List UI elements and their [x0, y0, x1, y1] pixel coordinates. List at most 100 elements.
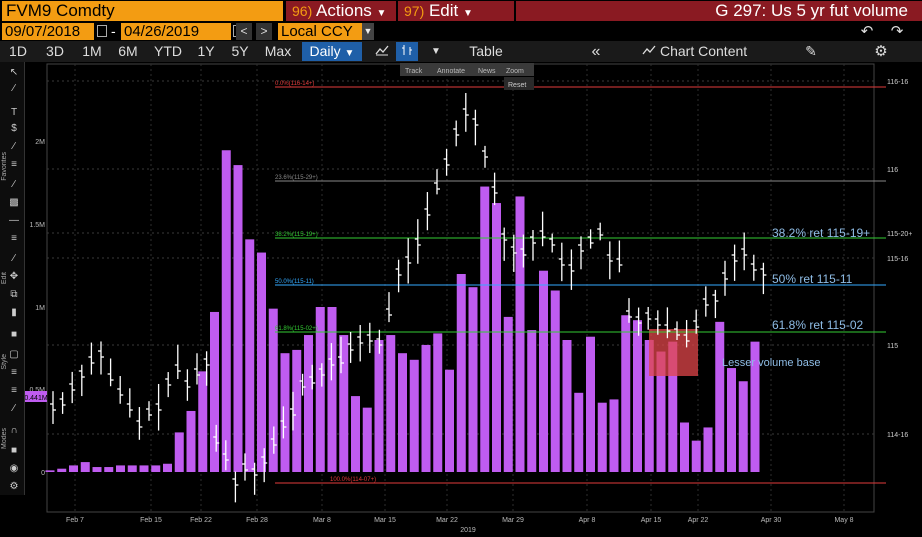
volume-bars	[45, 150, 760, 473]
pencil-icon[interactable]: ∕	[13, 253, 15, 264]
volume-bar	[163, 463, 172, 472]
x-axis-tick: Feb 15	[140, 517, 162, 524]
lock-icon[interactable]: ■	[10, 445, 18, 456]
gear-icon[interactable]: ⚙	[874, 43, 888, 60]
volume-bar	[327, 307, 337, 472]
volume-bar	[409, 359, 419, 472]
eraser-icon[interactable]: ▩	[9, 197, 19, 208]
gear-icon[interactable]: ⚙	[9, 481, 19, 492]
mini-track[interactable]: Track	[405, 68, 423, 75]
dollar-icon[interactable]: $	[11, 123, 17, 134]
annotation-50: 50% ret 115-11	[772, 272, 853, 286]
volume-bar	[480, 186, 490, 473]
mini-zoom[interactable]: Zoom	[506, 68, 524, 75]
sidebar-label-modes: Modes	[1, 428, 8, 450]
brush-style-icon[interactable]: ∕	[13, 403, 15, 414]
volume-bar	[574, 392, 584, 472]
prev-arrow-icon[interactable]: <	[236, 23, 252, 40]
x-axis-tick: Feb 7	[66, 517, 84, 524]
brush-icon[interactable]: ∕	[13, 179, 15, 190]
period-1m[interactable]: 1M	[82, 43, 102, 59]
fill-icon[interactable]: ▢	[9, 349, 19, 360]
page-title: G 297: Us 5 yr fut volume	[516, 1, 922, 21]
undo-icon[interactable]: ↶	[860, 23, 874, 40]
volume-bar	[421, 344, 431, 472]
ticker-field[interactable]: FVM9 Comdty	[2, 1, 283, 21]
copy-icon[interactable]: ⧉	[10, 289, 18, 300]
ohlc-chart-icon[interactable]	[396, 42, 418, 61]
volume-bar	[351, 396, 360, 472]
trash-icon[interactable]: ▮	[11, 307, 17, 318]
x-axis-tick: Feb 28	[246, 517, 268, 524]
period-max[interactable]: Max	[264, 43, 292, 59]
volume-bar	[174, 432, 184, 472]
color-icon[interactable]: ■	[10, 329, 18, 340]
table-button[interactable]: Table	[469, 43, 503, 59]
eye-icon[interactable]: ◉	[9, 463, 19, 474]
volume-bar	[668, 341, 678, 472]
next-arrow-icon[interactable]: >	[256, 23, 272, 40]
annotations: 38.2% ret 115-19+ 50% ret 115-11 61.8% r…	[722, 226, 870, 369]
hline-icon[interactable]: —	[9, 215, 19, 226]
magnet-icon[interactable]: ∩	[10, 425, 18, 436]
volume-bar	[644, 340, 654, 472]
fib-icon[interactable]: ≡	[11, 159, 17, 170]
volume-chart[interactable]: 0.0%(116-14+) 23.6%(115-29+) 38.2%(115-19+…	[25, 62, 922, 537]
chart-content-button[interactable]: Chart Content	[660, 43, 748, 59]
volume-bar	[515, 196, 525, 472]
sidebar-label-style: Style	[1, 354, 8, 370]
line-chart-icon[interactable]	[372, 42, 392, 61]
calendar-icon[interactable]	[97, 25, 107, 37]
left-axis-tick: 1.5M	[29, 222, 45, 229]
redo-icon[interactable]: ↷	[890, 23, 904, 40]
volume-bar	[245, 239, 255, 472]
fib-label: 23.6%(115-29+)	[275, 175, 318, 181]
volume-bar	[57, 468, 67, 472]
volume-label: 0.441M	[25, 395, 48, 402]
x-axis-tick: Apr 22	[688, 517, 709, 524]
volume-bar	[280, 353, 290, 472]
cursor-icon[interactable]: ↖	[9, 67, 19, 78]
period-5y[interactable]: 5Y	[231, 43, 249, 59]
channel-icon[interactable]: ≡	[11, 233, 17, 244]
pen-icon[interactable]: ∕	[13, 83, 15, 94]
volume-bar	[233, 165, 243, 472]
left-axis-tick: 1M	[35, 305, 45, 312]
volume-bar	[738, 381, 748, 472]
edit-pencil-icon[interactable]: ✎	[805, 43, 817, 59]
period-1d[interactable]: 1D	[9, 43, 27, 59]
right-axis-tick: 115-20+	[887, 231, 912, 238]
currency-field[interactable]: Local CCY	[278, 23, 362, 40]
chevron-down-icon: ▼	[463, 8, 473, 19]
x-axis-tick: Mar 22	[436, 517, 458, 524]
move-icon[interactable]: ✥	[9, 271, 19, 282]
period-3d[interactable]: 3D	[46, 43, 64, 59]
chevron-down-icon[interactable]: ▼	[362, 23, 374, 40]
right-axis-tick: 116-16	[887, 79, 908, 86]
thickness-icon[interactable]: ≡	[11, 385, 17, 396]
volume-bar	[221, 150, 231, 472]
period-ytd[interactable]: YTD	[154, 43, 182, 59]
end-date-field[interactable]: 04/26/2019	[121, 23, 231, 40]
volume-bar	[609, 399, 619, 472]
volume-bar	[257, 252, 266, 472]
line-style-icon[interactable]: ≡	[11, 367, 17, 378]
period-1y[interactable]: 1Y	[197, 43, 215, 59]
actions-num: 96)	[292, 3, 313, 19]
reset-button[interactable]: Reset	[508, 82, 526, 89]
frequency-select[interactable]: Daily ▼	[302, 42, 362, 61]
volume-bar	[550, 290, 560, 472]
line-icon[interactable]: ∕	[13, 141, 15, 152]
date-separator: -	[111, 23, 116, 39]
text-icon[interactable]: T	[10, 107, 18, 118]
start-date-field[interactable]: 09/07/2018	[2, 23, 94, 40]
edit-menu[interactable]: 97) Edit ▼	[398, 1, 514, 21]
period-6m[interactable]: 6M	[118, 43, 138, 59]
chevron-down-icon[interactable]: ▼	[431, 46, 441, 57]
mini-news[interactable]: News	[478, 68, 496, 75]
volume-bar	[527, 330, 537, 472]
collapse-icon[interactable]: «	[591, 43, 601, 60]
volume-bar	[198, 371, 208, 472]
actions-menu[interactable]: 96) Actions ▼	[286, 1, 396, 21]
mini-annotate[interactable]: Annotate	[437, 68, 465, 75]
